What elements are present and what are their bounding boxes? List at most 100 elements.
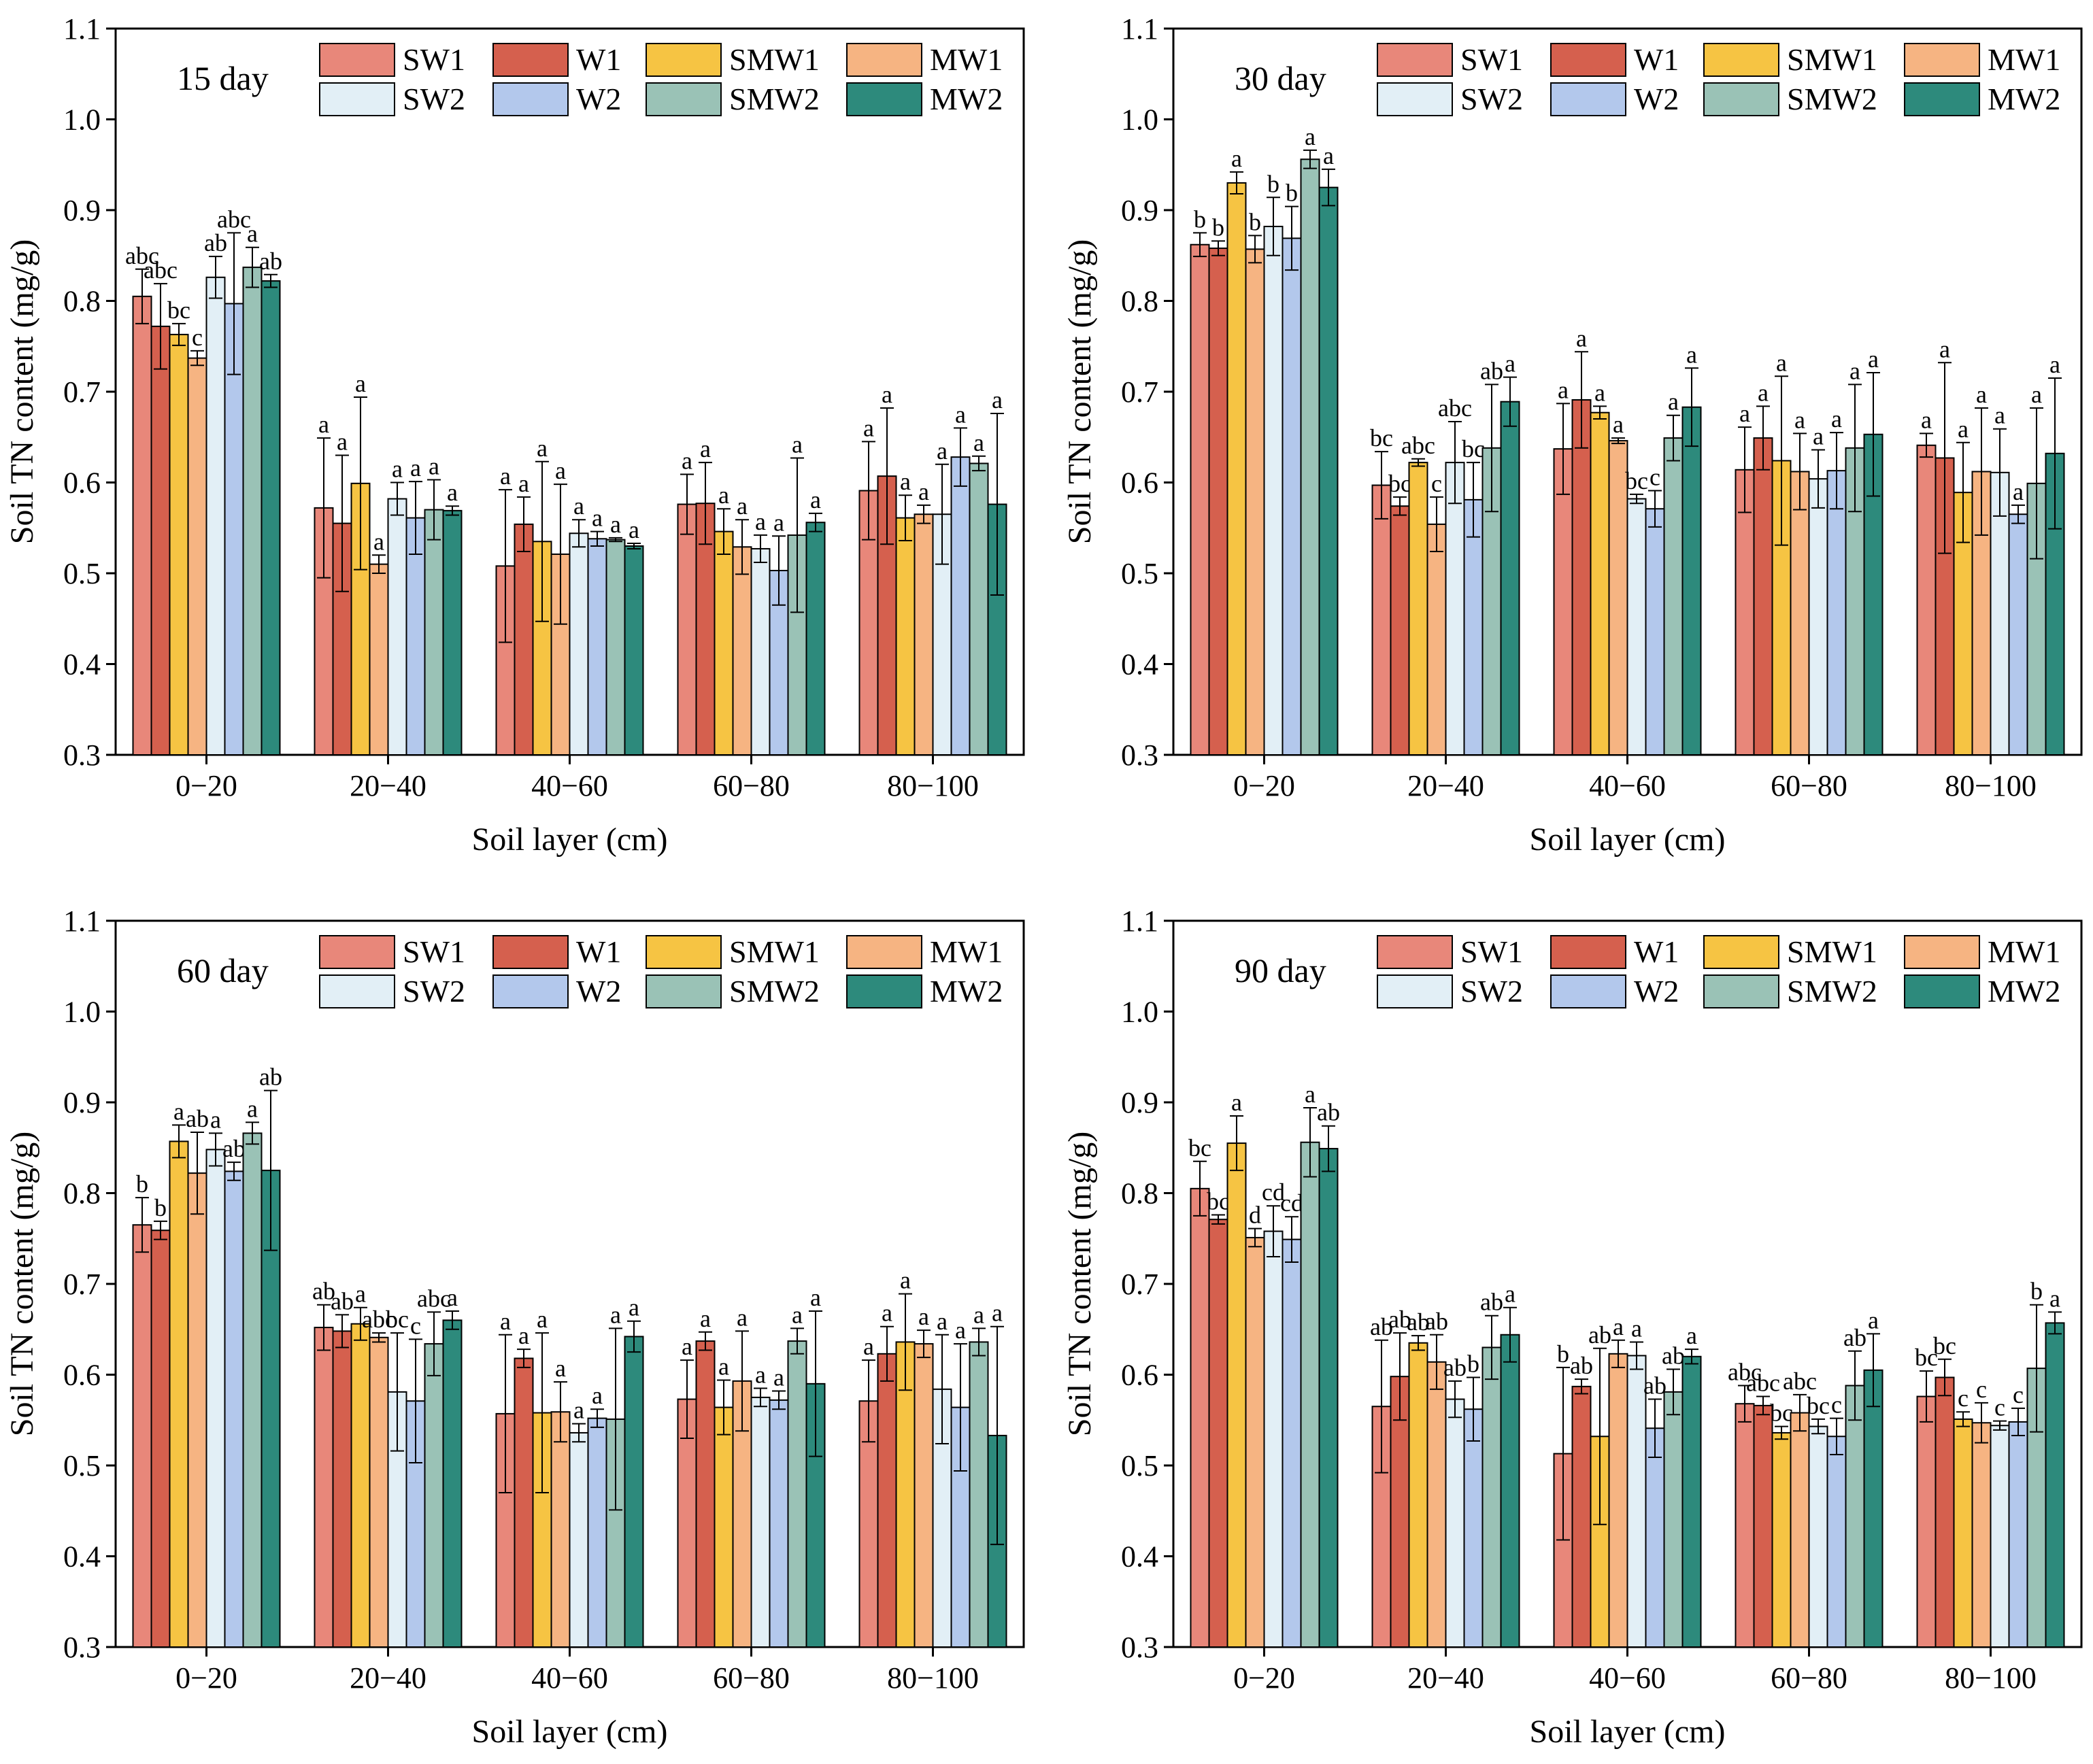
bar-smw1 [714,530,734,756]
significance-label: bc [1915,1344,1938,1371]
legend-label: SW1 [403,42,465,77]
legend-swatch-mw1 [1904,935,1980,969]
legend-swatch-smw2 [646,974,722,1008]
significance-label: ab [1643,1372,1667,1400]
significance-label: ab [1480,1289,1503,1316]
bar-smw2 [969,1341,989,1648]
significance-label: bc [1188,1134,1211,1161]
significance-label: a [900,468,911,495]
legend-label: W2 [576,82,621,116]
significance-label: c [1994,1394,2005,1421]
panel-4: 0.3 0.4 0.5 0.6 0.7 0.8 0.9 1.0 1.1 Soil TN conte… [1062,904,2083,1750]
significance-label: ab [259,1064,282,1091]
x-tick-label: 80−100 [887,769,979,802]
y-tick-label: 0.7 [63,375,101,409]
legend-swatch-w2 [1550,82,1626,116]
legend-label: W1 [1634,934,1679,969]
bar-mw2 [1500,1334,1520,1648]
bar-sw1 [1190,243,1210,756]
significance-label: ab [1588,1321,1611,1349]
significance-label: c [1958,1385,1969,1412]
significance-label: a [410,454,421,481]
legend-swatch-w1 [492,935,569,969]
significance-label: a [937,1308,948,1335]
legend-swatch-w1 [492,43,569,77]
significance-label: ab [1388,1306,1411,1333]
legend-swatch-mw1 [1904,43,1980,77]
y-tick-label: 0.4 [1121,648,1158,681]
legend-label: SMW1 [729,934,820,969]
x-tick-label: 0−20 [1233,769,1295,802]
significance-label: abc [125,242,159,269]
bar-mw1 [187,1172,207,1648]
legend-swatch-w2 [492,974,569,1008]
legend-label: W2 [1634,974,1679,1008]
significance-label: bc [386,1306,409,1333]
bar-mw2 [2045,1322,2065,1648]
x-tick-label: 20−40 [1407,1661,1484,1695]
significance-label: a [1921,406,1932,433]
significance-label: c [192,324,203,351]
significance-label: a [1505,1280,1516,1308]
y-tick-label: 0.4 [63,648,101,681]
y-tick-label: 1.0 [1121,996,1158,1029]
significance-label: a [737,492,748,520]
bar-mw1 [914,513,934,756]
significance-label: a [173,1098,184,1125]
significance-label: ab [1370,1313,1393,1340]
significance-label: a [537,1306,548,1333]
bar-mw1 [1426,1361,1447,1648]
significance-label: abc [362,1306,396,1333]
legend-label: SMW1 [729,42,820,77]
bar-w1 [1935,1376,1955,1648]
bar-smw1 [169,333,189,756]
bar-smw2 [424,1343,444,1648]
bar-w1 [150,325,171,756]
x-tick-label: 20−40 [350,1661,426,1695]
bar-mw1 [1245,1236,1265,1648]
bar-w1 [877,1353,897,1648]
significance-label: a [610,1301,621,1328]
bar-mw2 [1681,406,1702,756]
significance-label: a [1631,1314,1642,1342]
bar-w2 [224,1170,244,1648]
bar-smw2 [1663,1391,1684,1648]
bar-sw2 [1263,226,1284,756]
significance-label: d [1249,1202,1261,1229]
significance-label: a [518,1322,529,1349]
significance-label: bc [1462,435,1485,462]
significance-label: bc [1625,467,1648,494]
legend-label: W2 [1634,82,1679,116]
x-tick-label: 80−100 [1945,769,2037,802]
significance-label: cd [1262,1178,1285,1206]
bar-smw2 [1481,1346,1502,1648]
x-tick-label: 40−60 [531,1661,608,1695]
significance-label: a [447,479,458,506]
legend-label: SMW2 [1787,974,1877,1008]
significance-label: a [629,516,639,543]
bar-smw1 [169,1140,189,1648]
bar-w2 [769,1399,789,1648]
significance-label: a [429,452,439,479]
significance-label: a [1776,349,1787,376]
significance-label: a [1958,415,1969,443]
x-tick-label: 80−100 [887,1661,979,1695]
bar-mw2 [624,545,644,756]
panel-1: 0.3 0.4 0.5 0.6 0.7 0.8 0.9 1.0 1.1 Soil TN conte… [4,12,1025,858]
bar-w2 [2008,513,2028,756]
y-axis-label: Soil TN content (mg/g) [4,239,40,544]
significance-label: a [610,511,621,538]
bar-sw2 [1445,462,1465,756]
y-tick-label: 0.9 [63,194,101,227]
bar-smw2 [1845,1385,1865,1648]
significance-label: a [992,1300,1003,1327]
significance-label: a [810,486,821,513]
significance-label: ab [331,1287,354,1314]
y-tick-label: 0.6 [63,1359,101,1392]
legend-label: MW2 [1988,82,2060,116]
significance-label: a [573,1397,584,1424]
bar-smw1 [1408,1342,1428,1648]
significance-label: a [1505,350,1516,377]
significance-label: a [355,370,366,397]
